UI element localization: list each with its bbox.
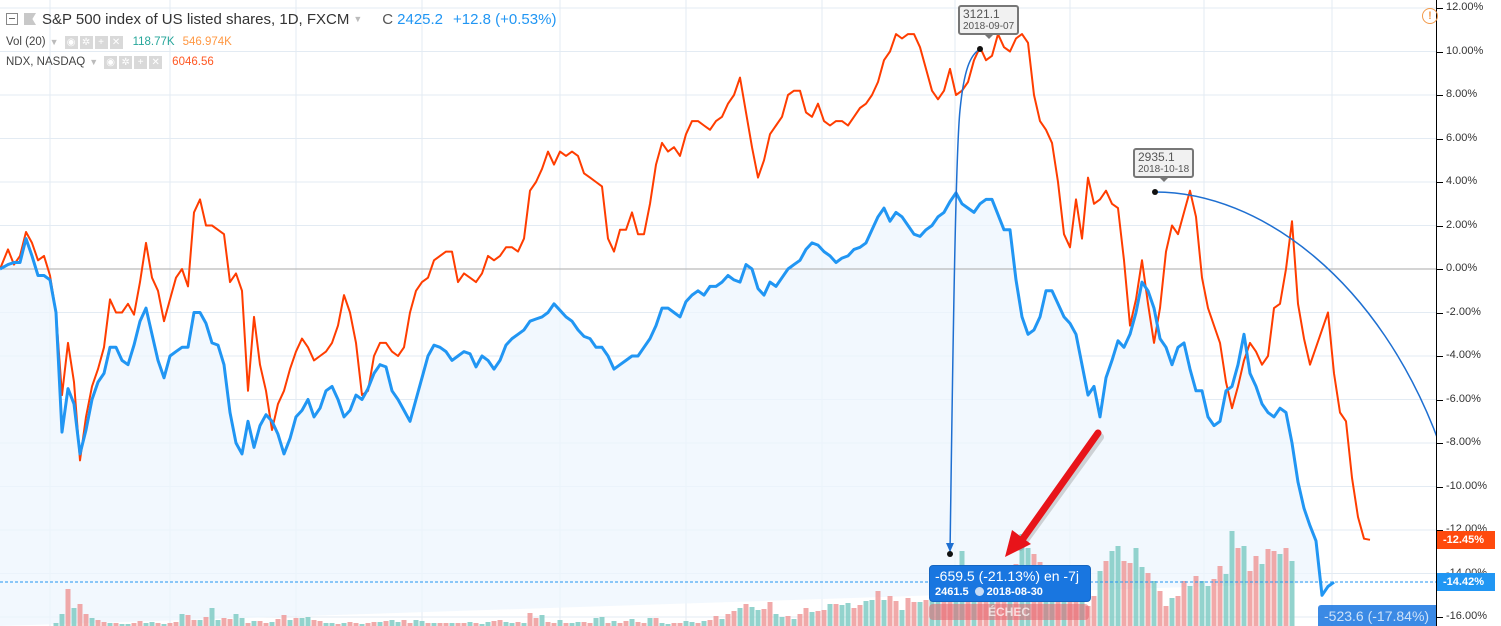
chevron-down-icon[interactable]: ▼ [89, 57, 99, 67]
axis-label: 12.00% [1446, 1, 1484, 13]
volume-label[interactable]: Vol (20) [6, 36, 46, 48]
axis-label: -4.00% [1446, 349, 1481, 361]
second-price-date: 2018-10-18 [1138, 164, 1190, 175]
axis-tick [1437, 269, 1443, 270]
axis-label: 4.00% [1446, 175, 1478, 187]
axis-label: 10.00% [1446, 44, 1484, 57]
second-price-label[interactable]: 2935.1 2018-10-18 [1133, 148, 1195, 182]
axis-tick [1437, 95, 1443, 96]
volume-controls: ◉ ✲ + ✕ [64, 35, 125, 49]
axis-label: -6.00% [1446, 392, 1481, 405]
peak-price-value: 3121.1 [963, 7, 1000, 21]
measure-tooltip-2[interactable]: -523.6 (-17.84%) e [1318, 605, 1436, 626]
plus-icon[interactable]: + [134, 55, 148, 69]
volume-row: Vol (20) ▼ ◉ ✲ + ✕ 118.77K 546.974K [6, 32, 556, 52]
measure-details: 2461.5 2018-08-30 [935, 585, 1085, 600]
axis-label: -8.00% [1446, 436, 1481, 448]
axis-label: -16.00% [1446, 610, 1487, 622]
axis-tick [1437, 530, 1443, 531]
symbol-title[interactable]: S&P 500 index of US listed shares, 1D, F… [42, 10, 350, 28]
close-label: C [382, 10, 394, 28]
volume-value-2: 546.974K [182, 36, 232, 48]
axis-tick [1437, 182, 1443, 183]
axis-label: 2.00% [1446, 218, 1478, 231]
red-arrow-annotation [1005, 429, 1104, 557]
anchor-dot-second [1152, 189, 1158, 195]
chart-legend: S&P 500 index of US listed shares, 1D, F… [6, 6, 556, 72]
anchor-dot-low [947, 551, 953, 557]
decline-curve [1154, 191, 1441, 446]
anchor-dot-peak [977, 46, 983, 52]
warning-icon[interactable]: ! [1422, 8, 1438, 24]
collapse-legend-icon[interactable] [6, 13, 18, 25]
flag-icon[interactable] [24, 13, 36, 25]
chevron-down-icon[interactable]: ▼ [49, 37, 59, 47]
axis-label: 6.00% [1446, 131, 1478, 144]
axis-label: -2.00% [1446, 305, 1481, 318]
axis-tick [1437, 225, 1443, 227]
compare-row: NDX, NASDAQ ▼ ◉ ✲ + ✕ 6046.56 [6, 52, 556, 72]
clock-icon [974, 587, 984, 596]
axis-tick [1437, 138, 1443, 140]
measure-change: -659.5 (-21.13%) en -7j [935, 568, 1079, 584]
close-icon[interactable]: ✕ [149, 55, 163, 69]
peak-price-label[interactable]: 3121.1 2018-09-07 [958, 5, 1020, 39]
fail-badge: ÉCHEC [929, 604, 1089, 620]
axis-tick [1437, 443, 1443, 444]
close-icon[interactable]: ✕ [109, 35, 123, 49]
spx-last-value-badge: -14.42% [1437, 573, 1495, 591]
measure-date: 2018-08-30 [986, 586, 1043, 598]
plus-icon[interactable]: + [94, 35, 108, 49]
ndx-last-value-badge: -12.45% [1437, 530, 1495, 549]
gear-icon[interactable]: ✲ [119, 55, 133, 69]
axis-tick [1437, 399, 1443, 401]
axis-label: 8.00% [1446, 88, 1478, 100]
main-series-row: S&P 500 index of US listed shares, 1D, F… [6, 6, 556, 32]
peak-price-date: 2018-09-07 [963, 21, 1015, 32]
spx-line [0, 191, 1335, 597]
measure-tooltip[interactable]: -659.5 (-21.13%) en -7j 2461.5 2018-08-30 [929, 565, 1091, 602]
change-value: +12.8 (+0.53%) [453, 10, 557, 28]
gear-icon[interactable]: ✲ [79, 35, 93, 49]
eye-icon[interactable]: ◉ [64, 35, 78, 49]
ndx-line [0, 33, 1371, 541]
compare-controls: ◉ ✲ + ✕ [104, 55, 164, 69]
compare-label[interactable]: NDX, NASDAQ [6, 56, 86, 68]
eye-icon[interactable]: ◉ [104, 55, 118, 69]
measure-price: 2461.5 [935, 586, 969, 598]
chevron-down-icon[interactable]: ▼ [353, 14, 363, 24]
spx-area-fill [0, 192, 1334, 626]
price-axis[interactable]: 12.00% 10.00% 8.00% 6.00% 4.00% 2.00% 0.00% -2.… [1436, 0, 1501, 626]
axis-label: 0.00% [1446, 262, 1478, 274]
axis-tick [1437, 51, 1443, 53]
axis-tick [1437, 617, 1443, 618]
compare-value: 6046.56 [172, 56, 214, 68]
measure-arrow-head [946, 543, 954, 552]
axis-tick [1437, 486, 1443, 488]
axis-tick [1437, 356, 1443, 357]
axis-tick [1437, 312, 1443, 314]
measure-curve [949, 48, 981, 554]
second-price-value: 2935.1 [1138, 150, 1175, 164]
axis-tick [1437, 8, 1443, 9]
axis-label: -10.00% [1446, 479, 1487, 492]
close-value: 2425.2 [397, 10, 444, 28]
volume-value-1: 118.77K [132, 36, 175, 48]
